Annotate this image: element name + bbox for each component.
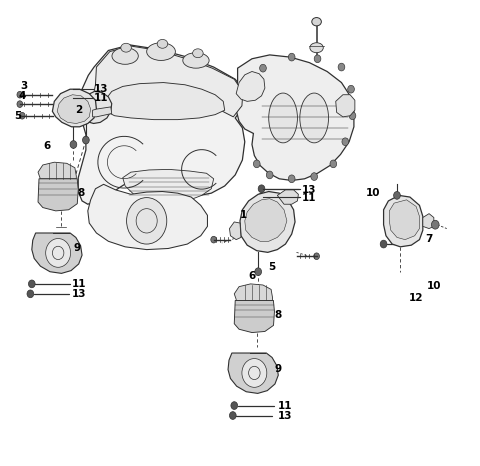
Text: 11: 11 [277,401,292,411]
Circle shape [288,53,295,61]
Circle shape [342,138,348,145]
Text: 10: 10 [365,188,380,198]
Circle shape [17,91,23,98]
Text: 8: 8 [77,188,84,198]
Circle shape [258,193,265,201]
Circle shape [211,236,216,243]
Circle shape [255,268,262,275]
Polygon shape [336,95,355,117]
Circle shape [338,63,345,71]
Text: 9: 9 [275,363,282,374]
Circle shape [380,240,387,248]
Ellipse shape [157,40,168,48]
Polygon shape [384,195,423,247]
Text: 8: 8 [275,310,282,320]
Ellipse shape [183,53,209,68]
Text: 1: 1 [240,210,247,220]
Circle shape [394,192,400,199]
Polygon shape [93,107,112,117]
Text: 13: 13 [72,289,86,299]
Text: 2: 2 [75,105,82,115]
Polygon shape [423,213,434,229]
Polygon shape [229,222,241,240]
Circle shape [260,64,266,72]
Polygon shape [57,95,91,123]
Polygon shape [236,71,265,102]
Polygon shape [104,82,225,120]
Text: 5: 5 [14,111,21,121]
Circle shape [83,136,89,144]
Circle shape [253,160,260,168]
Polygon shape [236,55,354,180]
Text: 13: 13 [94,84,108,94]
Polygon shape [81,91,112,123]
Text: 13: 13 [302,185,317,195]
Text: 9: 9 [73,244,81,254]
Text: 6: 6 [249,271,256,281]
Ellipse shape [310,43,323,53]
Ellipse shape [192,49,203,58]
Text: 3: 3 [21,81,28,91]
Circle shape [432,220,439,229]
Polygon shape [58,98,82,111]
Circle shape [17,101,23,108]
Ellipse shape [147,43,175,61]
Circle shape [229,411,236,419]
Circle shape [288,175,295,183]
Polygon shape [52,89,96,127]
Polygon shape [88,185,207,250]
Polygon shape [240,192,295,253]
Polygon shape [234,301,275,333]
Ellipse shape [300,93,328,143]
Circle shape [258,185,265,192]
Polygon shape [32,233,82,274]
Circle shape [70,141,77,148]
Circle shape [348,85,354,93]
Ellipse shape [312,18,322,26]
Circle shape [231,402,238,410]
Circle shape [314,253,320,260]
Ellipse shape [112,48,138,64]
Polygon shape [93,46,243,117]
Circle shape [349,112,356,120]
Polygon shape [123,170,214,203]
Text: 11: 11 [72,279,86,289]
Circle shape [330,160,336,168]
Polygon shape [38,179,78,211]
Ellipse shape [269,93,298,143]
Polygon shape [234,284,273,301]
Text: 13: 13 [277,411,292,420]
Text: 5: 5 [268,262,275,272]
Circle shape [311,173,318,180]
Text: 11: 11 [94,93,108,103]
Circle shape [266,171,273,179]
Circle shape [28,280,35,288]
Text: 12: 12 [408,293,423,303]
Text: 11: 11 [302,193,317,203]
Circle shape [19,112,25,119]
Polygon shape [78,45,245,204]
Text: 6: 6 [44,141,51,151]
Text: 10: 10 [427,281,441,290]
Polygon shape [389,200,420,240]
Circle shape [46,239,71,267]
Text: 7: 7 [426,233,433,244]
Text: 4: 4 [19,91,26,101]
Ellipse shape [121,43,132,52]
Polygon shape [228,353,278,393]
Polygon shape [277,190,299,204]
Polygon shape [245,199,287,241]
Polygon shape [38,162,76,179]
Circle shape [27,290,34,298]
Circle shape [242,358,267,387]
Circle shape [314,55,321,62]
Circle shape [127,198,167,244]
